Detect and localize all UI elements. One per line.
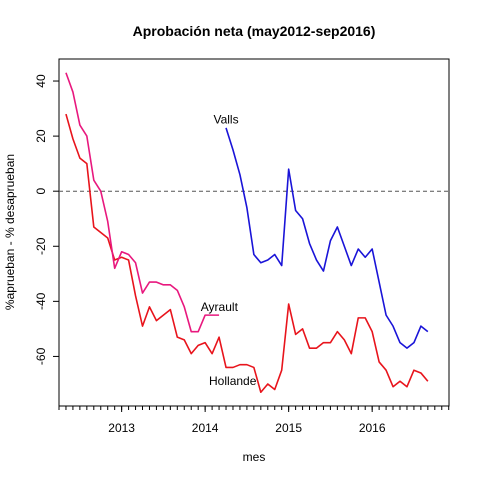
- series-layer: [65, 72, 429, 394]
- y-tick-label: -40: [34, 292, 48, 310]
- y-tick-label: 40: [34, 74, 48, 88]
- x-axis-label: mes: [243, 450, 266, 464]
- y-tick-label: 20: [34, 129, 48, 143]
- x-axis: 2013 2014 2015 2016: [58, 406, 450, 435]
- y-tick-label: 0: [34, 188, 48, 195]
- chart-title: Aprobación neta (may2012-sep2016): [133, 23, 376, 39]
- annotation-hollande: Hollande: [209, 374, 257, 388]
- series-line-ayrault: [65, 72, 220, 333]
- y-axis-label: %aprueban - % desaprueban: [3, 154, 17, 310]
- x-tick-label: 2013: [108, 421, 135, 435]
- series-line-hollande: [65, 113, 429, 394]
- annotation-valls: Valls: [213, 113, 238, 127]
- x-tick-label: 2015: [275, 421, 302, 435]
- x-tick-label: 2014: [192, 421, 219, 435]
- y-tick-label: -60: [34, 347, 48, 365]
- annotation-ayrault: Ayrault: [201, 300, 239, 314]
- annotation-layer: Valls Ayrault Hollande: [201, 113, 257, 389]
- x-tick-label: 2016: [359, 421, 386, 435]
- y-axis: -60 -40 -20 0 20 40: [34, 74, 59, 365]
- y-tick-label: -20: [34, 237, 48, 255]
- series-line-valls: [225, 127, 429, 349]
- plot-frame: [58, 58, 450, 407]
